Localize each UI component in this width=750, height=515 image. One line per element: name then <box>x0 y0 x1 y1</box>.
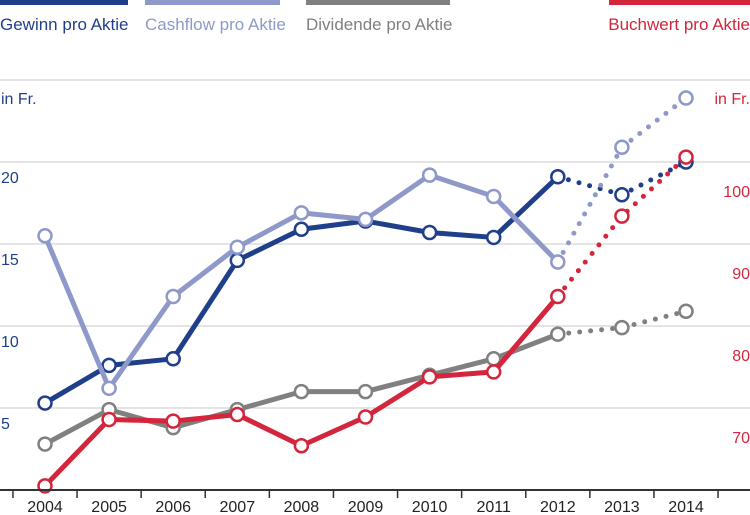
right-tick-label-90: 90 <box>732 266 750 283</box>
series-2 <box>37 303 694 452</box>
series-0-point-2011 <box>485 229 502 246</box>
x-tick-label-2010: 2010 <box>412 499 448 515</box>
legend: Gewinn pro Aktie Cashflow pro Aktie Divi… <box>0 0 750 34</box>
legend-swatch-cashflow <box>145 0 280 5</box>
series-1-point-2004 <box>37 228 53 244</box>
legend-label-buchwert: Buchwert pro Aktie <box>608 15 750 34</box>
series-1-point-2007 <box>229 239 246 256</box>
series-1 <box>37 90 694 397</box>
series-0-point-2005 <box>101 357 117 374</box>
series-1-point-2008 <box>293 205 310 221</box>
x-tick-label-2012: 2012 <box>540 499 576 515</box>
series-2-point-2012 <box>550 326 566 342</box>
legend-swatch-gewinn <box>0 0 128 5</box>
left-axis-unit: in Fr. <box>1 91 37 108</box>
right-tick-label-100: 100 <box>723 184 750 201</box>
series-1-point-2013 <box>614 139 630 155</box>
right-axis-unit: in Fr. <box>714 91 750 108</box>
series-forecast-line-3 <box>555 154 689 299</box>
legend-label-dividende: Dividende pro Aktie <box>306 15 452 34</box>
x-tick-label-2014: 2014 <box>668 499 704 515</box>
series-3-point-2008 <box>293 437 310 454</box>
series-0-point-2012 <box>550 169 566 185</box>
series-3-point-2014 <box>678 149 694 165</box>
series-3-point-2011 <box>485 364 502 380</box>
x-tick-label-2009: 2009 <box>348 499 384 515</box>
series-2-point-2014 <box>678 303 694 319</box>
right-axis-ticks: 70 80 90 100 <box>723 184 750 447</box>
series-1-point-2012 <box>550 254 566 270</box>
x-tick-label-2013: 2013 <box>604 499 640 515</box>
x-tick-label-2005: 2005 <box>91 499 127 515</box>
left-axis-ticks: 5 10 15 20 <box>1 170 19 433</box>
series-1-point-2005 <box>101 380 117 397</box>
left-tick-label-5: 5 <box>1 416 10 433</box>
series-3-point-2010 <box>421 369 438 385</box>
series-2-point-2013 <box>614 319 630 336</box>
series-2-point-2009 <box>357 383 374 400</box>
series-1-point-2010 <box>421 167 438 183</box>
series-1-point-2006 <box>165 288 181 305</box>
series-0-point-2013 <box>614 187 630 203</box>
x-axis: 2004 2005 2006 2007 2008 2009 2010 2011 2012 2013… <box>0 489 750 515</box>
right-tick-label-70: 70 <box>732 430 750 447</box>
series-2-point-2008 <box>293 383 310 400</box>
legend-swatch-dividende <box>306 0 450 5</box>
series-0-point-2008 <box>293 221 310 237</box>
series-0-point-2010 <box>421 224 438 241</box>
series-2-point-2004 <box>37 436 53 452</box>
series-3 <box>37 149 694 494</box>
series-3-point-2012 <box>550 288 566 305</box>
x-tick-label-2004: 2004 <box>27 499 63 515</box>
left-tick-label-20: 20 <box>1 170 19 187</box>
series-3-point-2006 <box>165 413 181 429</box>
left-tick-label-10: 10 <box>1 334 19 351</box>
legend-label-gewinn: Gewinn pro Aktie <box>0 15 129 34</box>
series-1-point-2014 <box>678 90 694 106</box>
series-forecast-line-1 <box>555 95 689 265</box>
x-tick-label-2011: 2011 <box>476 499 511 515</box>
series-3-point-2013 <box>614 208 630 224</box>
series-1-point-2011 <box>485 188 502 205</box>
x-tick-label-2007: 2007 <box>220 499 256 515</box>
legend-label-cashflow: Cashflow pro Aktie <box>145 15 286 34</box>
series-1-point-2009 <box>357 211 374 228</box>
series-3-point-2005 <box>101 411 117 428</box>
series-0-point-2004 <box>37 395 53 411</box>
legend-swatch-buchwert <box>609 0 750 5</box>
left-tick-label-15: 15 <box>1 252 19 269</box>
series-3-point-2007 <box>229 406 246 423</box>
right-tick-label-80: 80 <box>732 348 750 365</box>
series-3-point-2009 <box>357 409 374 425</box>
x-tick-label-2008: 2008 <box>284 499 320 515</box>
series-0-point-2007 <box>229 252 246 269</box>
x-tick-label-2006: 2006 <box>155 499 191 515</box>
series-0-point-2006 <box>165 351 181 367</box>
series-layer <box>37 90 694 494</box>
